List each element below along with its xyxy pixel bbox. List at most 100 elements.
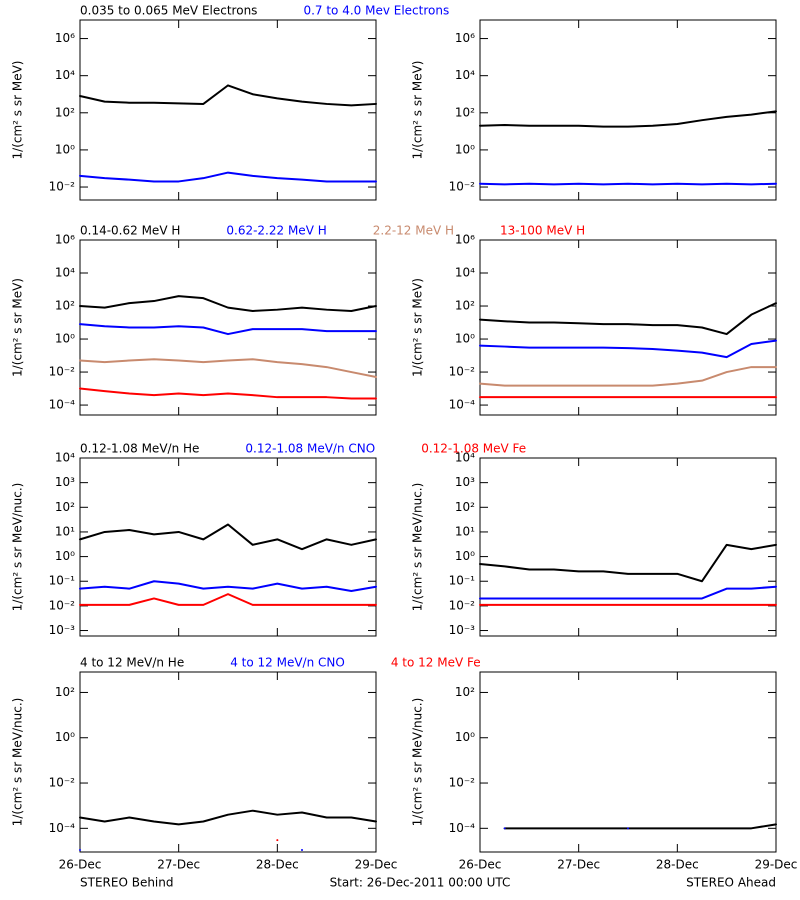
y-tick-label: 10⁻⁴ [49, 398, 76, 412]
plot-frame [79, 671, 377, 853]
plot-frame [479, 671, 777, 853]
y-tick-label: 10⁴ [55, 266, 75, 280]
y-axis-title: 1/(cm² s sr MeV/nuc.) [11, 483, 25, 612]
data-line [479, 182, 777, 186]
y-tick-label: 10⁻² [449, 598, 476, 612]
y-tick-label: 10⁻² [49, 180, 76, 194]
y-tick-label: 10⁻³ [49, 623, 76, 637]
y-tick-label: 10³ [455, 475, 475, 489]
x-tick-label: 27-Dec [557, 858, 600, 872]
data-line [79, 171, 377, 183]
x-tick-label: 26-Dec [459, 858, 502, 872]
y-tick-label: 10² [455, 500, 475, 514]
y-tick-label: 10¹ [55, 524, 75, 538]
y-tick-label: 10² [55, 299, 75, 313]
y-axis-title: 1/(cm² s sr MeV) [411, 61, 425, 160]
x-tick-label: 28-Dec [656, 858, 699, 872]
y-tick-label: 10⁰ [55, 142, 75, 156]
legend-label: 4 to 12 MeV Fe [391, 656, 481, 670]
x-tick-label: 29-Dec [355, 858, 398, 872]
data-line [479, 339, 777, 359]
y-tick-label: 10⁻² [49, 598, 76, 612]
y-tick-label: 10⁴ [455, 68, 475, 82]
y-tick-label: 10¹ [455, 524, 475, 538]
legend-label: 4 to 12 MeV/n He [80, 656, 184, 670]
y-tick-label: 10⁻⁴ [449, 821, 476, 835]
plot-frame [79, 19, 377, 201]
y-tick-label: 10⁶ [55, 31, 75, 45]
y-axis-title: 1/(cm² s sr MeV) [11, 278, 25, 377]
legend-label: 2.2-12 MeV H [373, 224, 454, 238]
y-tick-label: 10⁴ [455, 451, 475, 465]
plot-frame [479, 19, 777, 201]
y-tick-label: 10² [55, 105, 75, 119]
y-tick-label: 10⁰ [455, 730, 475, 744]
legend-label: 0.7 to 4.0 Mev Electrons [303, 4, 449, 18]
y-tick-label: 10⁰ [55, 730, 75, 744]
y-tick-label: 10² [455, 685, 475, 699]
caption-right: STEREO Ahead [686, 876, 776, 890]
data-line [479, 110, 777, 128]
y-tick-label: 10⁴ [55, 451, 75, 465]
x-tick-label: 28-Dec [256, 858, 299, 872]
data-line [79, 295, 377, 312]
y-axis-title: 1/(cm² s sr MeV) [411, 278, 425, 377]
data-line [79, 809, 377, 826]
plot-frame [479, 239, 777, 416]
data-line [79, 358, 377, 379]
y-tick-label: 10⁶ [455, 31, 475, 45]
legend-label: 0.035 to 0.065 MeV Electrons [80, 4, 257, 18]
data-line [79, 523, 377, 551]
data-line [79, 387, 377, 400]
y-tick-label: 10⁻⁴ [49, 821, 76, 835]
data-line [503, 823, 777, 830]
y-axis-title: 1/(cm² s sr MeV/nuc.) [411, 698, 425, 827]
y-tick-label: 10⁶ [455, 233, 475, 247]
caption-left: STEREO Behind [80, 876, 174, 890]
y-axis-title: 1/(cm² s sr MeV/nuc.) [411, 483, 425, 612]
plot-frame [479, 457, 777, 637]
data-line [479, 302, 777, 336]
x-tick-label: 27-Dec [157, 858, 200, 872]
legend-label: 0.14-0.62 MeV H [80, 224, 180, 238]
y-tick-label: 10⁰ [455, 332, 475, 346]
y-tick-label: 10⁰ [455, 549, 475, 563]
y-tick-label: 10² [55, 685, 75, 699]
legend-label: 0.12-1.08 MeV/n CNO [245, 442, 375, 456]
data-line [79, 580, 377, 593]
legend-label: 0.12-1.08 MeV/n He [80, 442, 199, 456]
y-tick-label: 10⁰ [455, 142, 475, 156]
y-tick-label: 10² [55, 500, 75, 514]
y-tick-label: 10⁻³ [449, 623, 476, 637]
y-tick-label: 10⁰ [55, 549, 75, 563]
legend-label: 0.62-2.22 MeV H [226, 224, 326, 238]
caption-center: Start: 26-Dec-2011 00:00 UTC [330, 876, 511, 890]
data-line [479, 585, 777, 600]
y-tick-label: 10⁻⁴ [449, 398, 476, 412]
data-line [79, 323, 377, 336]
y-tick-label: 10⁻² [49, 365, 76, 379]
data-line [79, 593, 377, 606]
y-tick-label: 10⁻² [449, 365, 476, 379]
plot-frame [79, 457, 377, 637]
y-axis-title: 1/(cm² s sr MeV/nuc.) [11, 698, 25, 827]
y-tick-label: 10⁻² [49, 776, 76, 790]
y-tick-label: 10⁻¹ [49, 574, 76, 588]
y-axis-title: 1/(cm² s sr MeV) [11, 61, 25, 160]
legend-label: 13-100 MeV H [500, 224, 585, 238]
y-tick-label: 10³ [55, 475, 75, 489]
legend-label: 0.12-1.08 MeV Fe [421, 442, 526, 456]
plot-frame [79, 239, 377, 416]
x-tick-label: 26-Dec [59, 858, 102, 872]
y-tick-label: 10⁻² [449, 776, 476, 790]
x-tick-label: 29-Dec [755, 858, 798, 872]
y-tick-label: 10² [455, 299, 475, 313]
data-line [479, 543, 777, 583]
legend-label: 4 to 12 MeV/n CNO [230, 656, 345, 670]
y-tick-label: 10⁶ [55, 233, 75, 247]
data-line [79, 84, 377, 107]
data-line [479, 366, 777, 387]
y-tick-label: 10⁻² [449, 180, 476, 194]
